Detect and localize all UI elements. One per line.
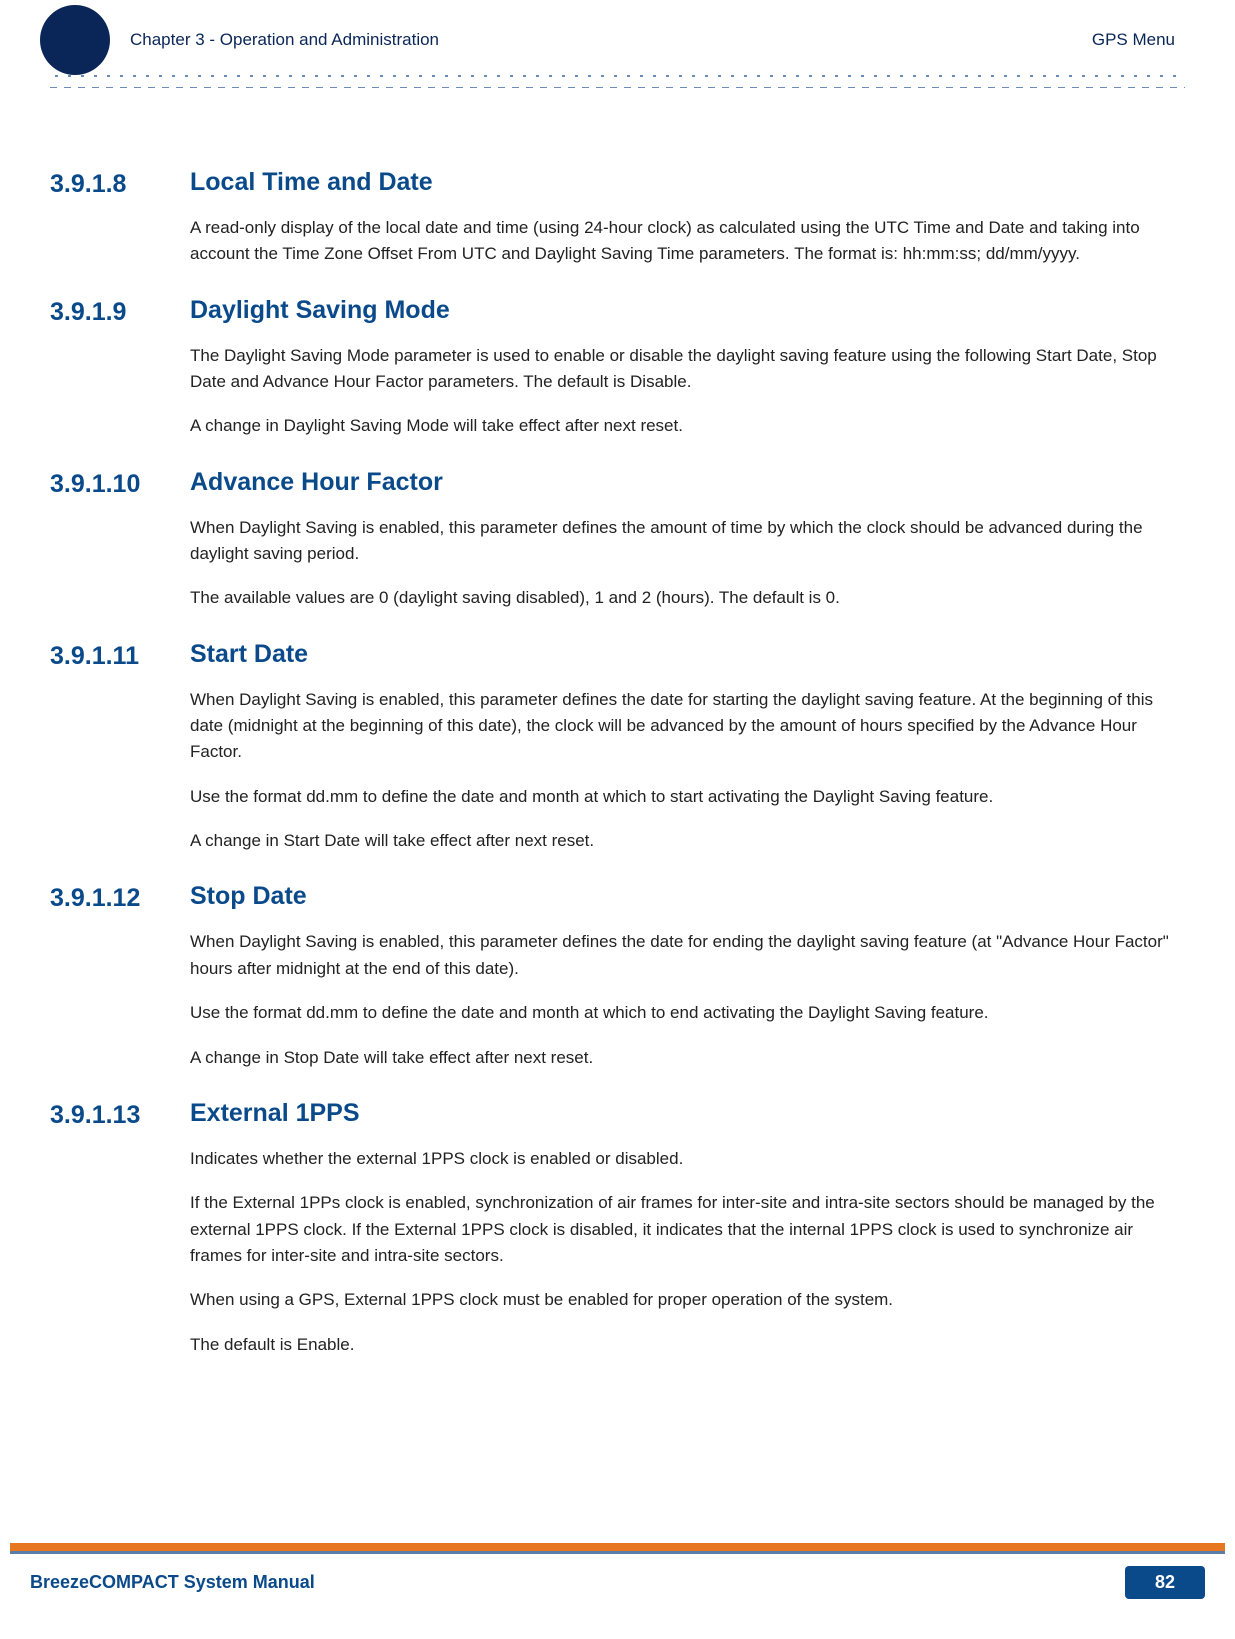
section-paragraph: A change in Start Date will take effect … [190, 828, 1185, 854]
section-paragraph: When Daylight Saving is enabled, this pa… [190, 515, 1185, 568]
section-body: Advance Hour Factor When Daylight Saving… [190, 468, 1185, 630]
footer-manual-title: BreezeCOMPACT System Manual [30, 1572, 315, 1593]
section-paragraph: When Daylight Saving is enabled, this pa… [190, 687, 1185, 766]
page-header: Chapter 3 - Operation and Administration… [50, 0, 1185, 98]
section-number: 3.9.1.13 [50, 1099, 190, 1376]
section-title: External 1PPS [190, 1099, 1185, 1128]
section-paragraph: If the External 1PPs clock is enabled, s… [190, 1190, 1185, 1269]
section-start-date: 3.9.1.11 Start Date When Daylight Saving… [50, 640, 1185, 873]
section-paragraph: A read-only display of the local date an… [190, 215, 1185, 268]
section-number: 3.9.1.8 [50, 168, 190, 286]
section-paragraph: When Daylight Saving is enabled, this pa… [190, 929, 1185, 982]
section-daylight-saving-mode: 3.9.1.9 Daylight Saving Mode The Dayligh… [50, 296, 1185, 458]
document-page: Chapter 3 - Operation and Administration… [0, 0, 1235, 1639]
section-number: 3.9.1.10 [50, 468, 190, 630]
section-paragraph: The Daylight Saving Mode parameter is us… [190, 343, 1185, 396]
header-decoration-circle [40, 5, 110, 75]
section-local-time: 3.9.1.8 Local Time and Date A read-only … [50, 168, 1185, 286]
section-body: Start Date When Daylight Saving is enabl… [190, 640, 1185, 873]
section-title: Local Time and Date [190, 168, 1185, 197]
section-paragraph: A change in Stop Date will take effect a… [190, 1045, 1185, 1071]
section-paragraph: The default is Enable. [190, 1332, 1185, 1358]
header-dotted-rule [50, 75, 1185, 77]
section-number: 3.9.1.11 [50, 640, 190, 873]
section-title: Start Date [190, 640, 1185, 669]
footer-orange-bar [10, 1543, 1225, 1551]
section-number: 3.9.1.9 [50, 296, 190, 458]
header-text-row: Chapter 3 - Operation and Administration… [50, 20, 1185, 50]
section-advance-hour-factor: 3.9.1.10 Advance Hour Factor When Daylig… [50, 468, 1185, 630]
footer-row: BreezeCOMPACT System Manual 82 [0, 1554, 1235, 1599]
section-paragraph: Use the format dd.mm to define the date … [190, 1000, 1185, 1026]
section-number: 3.9.1.12 [50, 882, 190, 1088]
section-paragraph: When using a GPS, External 1PPS clock mu… [190, 1287, 1185, 1313]
section-stop-date: 3.9.1.12 Stop Date When Daylight Saving … [50, 882, 1185, 1088]
section-external-1pps: 3.9.1.13 External 1PPS Indicates whether… [50, 1099, 1185, 1376]
section-body: Local Time and Date A read-only display … [190, 168, 1185, 286]
section-paragraph: A change in Daylight Saving Mode will ta… [190, 413, 1185, 439]
section-body: External 1PPS Indicates whether the exte… [190, 1099, 1185, 1376]
header-dashed-rule [50, 87, 1185, 88]
section-paragraph: The available values are 0 (daylight sav… [190, 585, 1185, 611]
footer-page-number: 82 [1125, 1566, 1205, 1599]
section-body: Daylight Saving Mode The Daylight Saving… [190, 296, 1185, 458]
section-title: Advance Hour Factor [190, 468, 1185, 497]
page-content: 3.9.1.8 Local Time and Date A read-only … [50, 98, 1185, 1506]
section-body: Stop Date When Daylight Saving is enable… [190, 882, 1185, 1088]
section-paragraph: Use the format dd.mm to define the date … [190, 784, 1185, 810]
menu-label: GPS Menu [1092, 30, 1175, 50]
section-paragraph: Indicates whether the external 1PPS cloc… [190, 1146, 1185, 1172]
page-footer: BreezeCOMPACT System Manual 82 [0, 1543, 1235, 1599]
section-title: Daylight Saving Mode [190, 296, 1185, 325]
chapter-label: Chapter 3 - Operation and Administration [130, 30, 439, 50]
section-title: Stop Date [190, 882, 1185, 911]
